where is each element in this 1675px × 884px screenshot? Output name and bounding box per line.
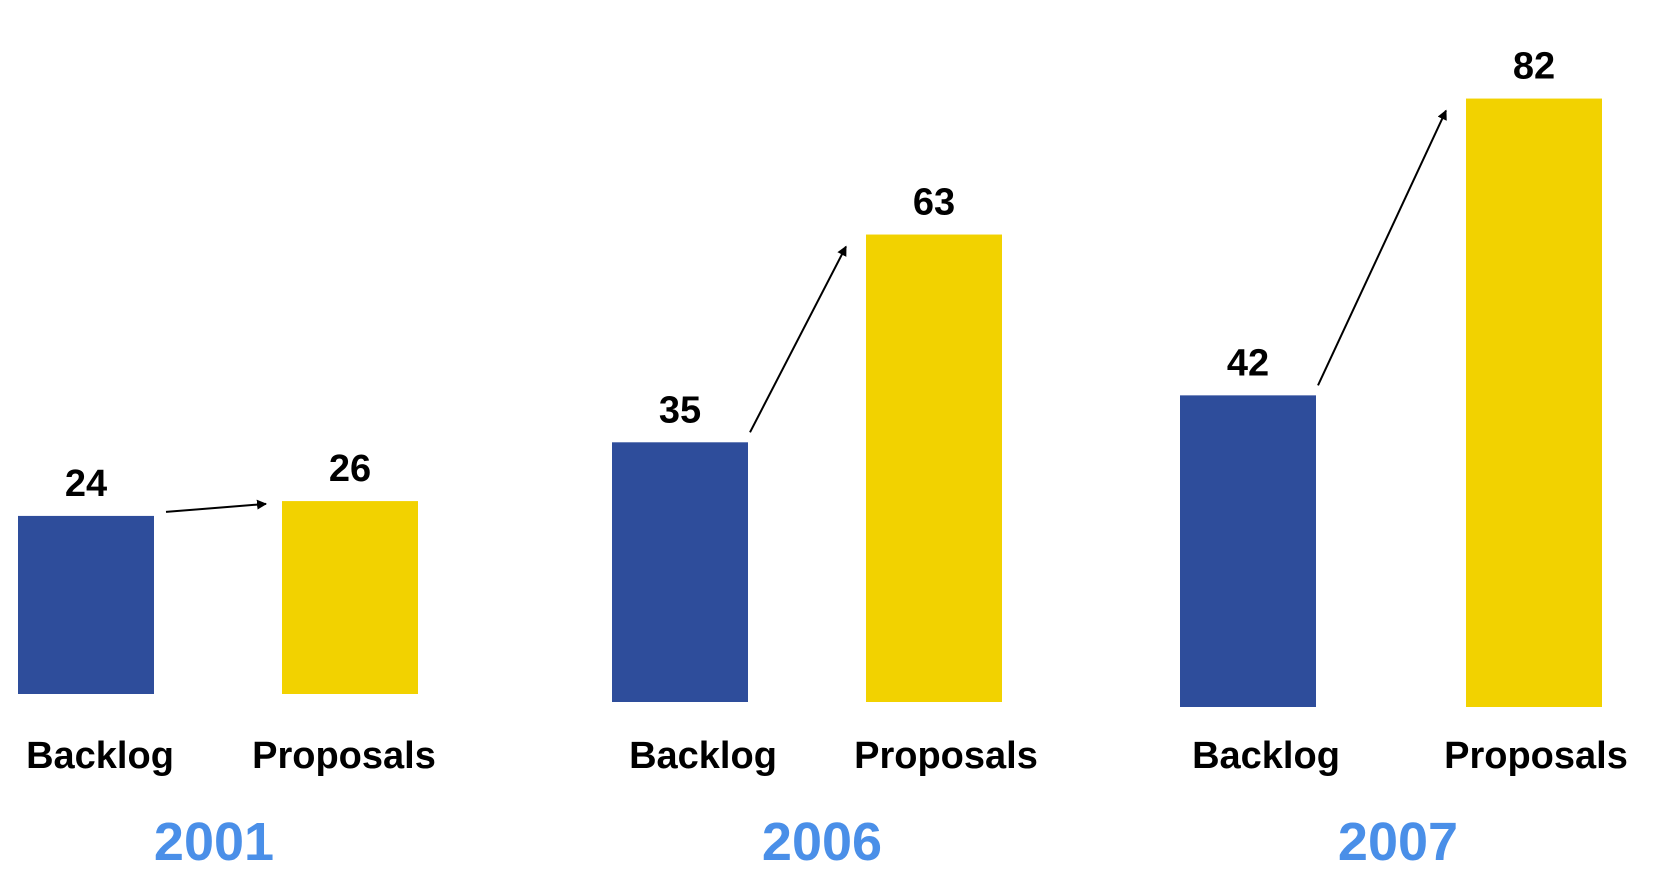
value-label-proposals-2001: 26 xyxy=(329,448,371,490)
category-label-proposals-2001: Proposals xyxy=(252,735,436,777)
category-label-proposals-2007: Proposals xyxy=(1444,735,1628,777)
backlog-bar-2006 xyxy=(612,442,748,702)
year-label-2007: 2007 xyxy=(1338,812,1458,872)
growth-arrow-2007 xyxy=(1317,109,1447,386)
year-label-2001: 2001 xyxy=(154,812,274,872)
growth-arrow-2006 xyxy=(749,245,847,433)
growth-arrow-2001 xyxy=(165,499,267,513)
proposals-bar-2007 xyxy=(1466,98,1602,707)
category-label-backlog-2001: Backlog xyxy=(26,735,174,777)
proposals-bar-2001 xyxy=(282,501,418,694)
category-label-proposals-2006: Proposals xyxy=(854,735,1038,777)
value-label-backlog-2007: 42 xyxy=(1227,342,1269,384)
year-label-2006: 2006 xyxy=(762,812,882,872)
category-label-backlog-2006: Backlog xyxy=(629,735,777,777)
value-label-proposals-2007: 82 xyxy=(1513,46,1555,88)
backlog-bar-2001 xyxy=(18,515,154,694)
backlog-bar-2007 xyxy=(1180,395,1316,707)
value-label-proposals-2006: 63 xyxy=(913,182,955,224)
value-label-backlog-2006: 35 xyxy=(659,389,701,431)
proposals-bar-2006 xyxy=(866,234,1002,703)
category-label-backlog-2007: Backlog xyxy=(1192,735,1340,777)
value-label-backlog-2001: 24 xyxy=(65,463,107,505)
